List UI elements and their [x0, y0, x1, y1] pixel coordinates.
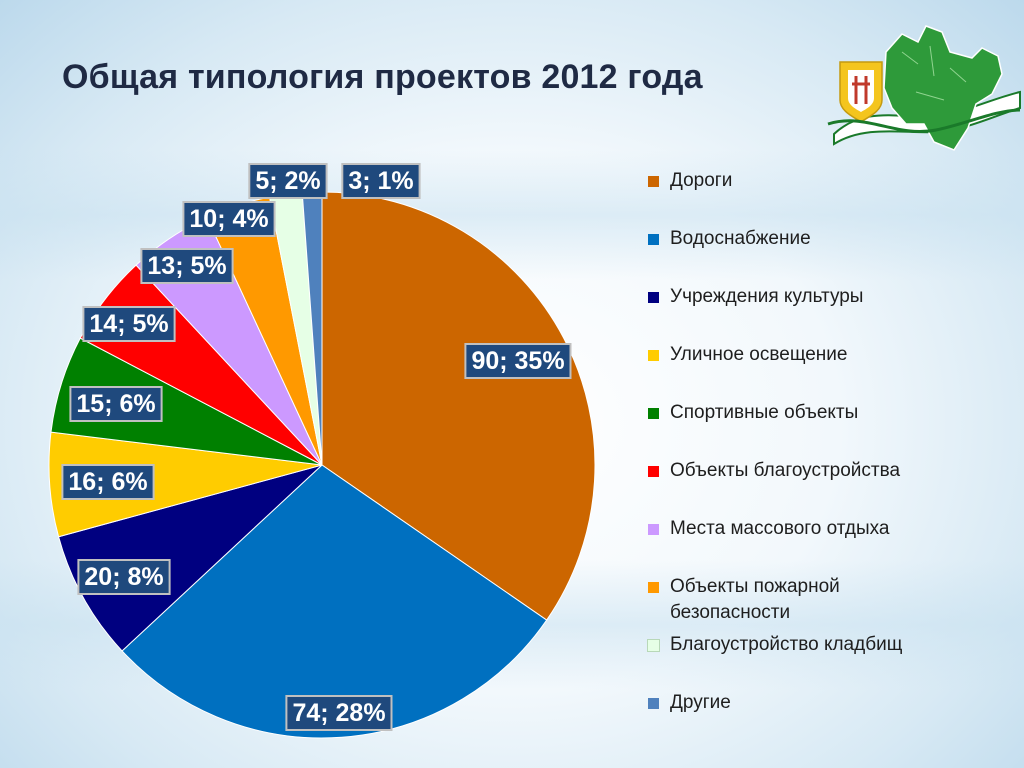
legend-label: Места массового отдыха [670, 518, 890, 539]
legend-swatch [648, 176, 659, 187]
pie-data-labels: 90; 35% 74; 28% 20; 8% 16; 6% 15; 6% 14; 5% 13… [61, 163, 572, 731]
data-label-box [341, 163, 421, 199]
kirov-region-emblem [827, 25, 1021, 151]
pie-slice-water-supply [121, 464, 548, 739]
data-label-cemeteries: 5; 2% [248, 163, 328, 199]
legend-item-fire-safety: Объекты пожарной безопасности [648, 574, 888, 626]
data-label-water-supply: 74; 28% [285, 695, 393, 731]
data-label-box [285, 695, 393, 731]
legend-item-recreation: Места массового отдыха [648, 516, 978, 542]
legend-item-water-supply: Водоснабжение [648, 226, 978, 252]
legend-label: Другие [670, 692, 731, 713]
data-label-text: 16; 6% [68, 468, 147, 496]
data-label-box [61, 464, 155, 500]
legend-swatch [648, 582, 659, 593]
legend-item-roads: Дороги [648, 168, 978, 194]
data-label-box [69, 386, 163, 422]
legend-swatch [647, 639, 660, 652]
data-label-fire-safety: 10; 4% [182, 201, 276, 237]
data-label-improvement: 14; 5% [82, 306, 176, 342]
data-label-text: 90; 35% [471, 347, 564, 375]
pie-slices [48, 191, 596, 739]
data-label-text: 74; 28% [292, 699, 385, 727]
legend-label: Спортивные объекты [670, 402, 859, 423]
legend-swatch [648, 292, 659, 303]
legend-label: Водоснабжение [670, 228, 811, 249]
pie-slice-culture [57, 464, 323, 652]
legend-item-sports: Спортивные объекты [648, 400, 978, 426]
data-label-box [82, 306, 176, 342]
data-label-other: 3; 1% [341, 163, 421, 199]
legend-swatch [648, 524, 659, 535]
data-label-text: 10; 4% [189, 205, 268, 233]
data-label-box [182, 201, 276, 237]
legend-item-improvement: Объекты благоустройства [648, 458, 978, 484]
legend-label: Объекты благоустройства [670, 460, 901, 481]
data-label-sports: 15; 6% [69, 386, 163, 422]
legend-item-street-lighting: Уличное освещение [648, 342, 978, 368]
legend-swatch [648, 350, 659, 361]
data-label-text: 15; 6% [76, 390, 155, 418]
data-label-text: 20; 8% [84, 563, 163, 591]
data-label-box [77, 559, 171, 595]
legend-label: Уличное освещение [670, 344, 848, 365]
data-label-box [248, 163, 328, 199]
legend-swatch [648, 466, 659, 477]
legend-item-culture: Учреждения культуры [648, 284, 978, 310]
data-label-text: 3; 1% [348, 167, 413, 195]
legend-label: Дороги [670, 170, 733, 191]
pie-slice-roads [321, 191, 596, 621]
legend-label: Объекты пожарной безопасности [670, 576, 840, 623]
legend-item-other: Другие [648, 690, 978, 716]
legend-label: Благоустройство кладбищ [670, 634, 903, 655]
legend-item-cemeteries: Благоустройство кладбищ [647, 632, 978, 658]
legend-swatch [648, 408, 659, 419]
data-label-box [464, 343, 572, 379]
data-label-culture: 20; 8% [77, 559, 171, 595]
data-label-roads: 90; 35% [464, 343, 572, 379]
data-label-street-lighting: 16; 6% [61, 464, 155, 500]
legend-label: Учреждения культуры [670, 286, 864, 307]
data-label-box [140, 248, 234, 284]
data-label-recreation: 13; 5% [140, 248, 234, 284]
data-label-text: 14; 5% [89, 310, 168, 338]
legend-swatch [648, 698, 659, 709]
legend-swatch [648, 234, 659, 245]
data-label-text: 13; 5% [147, 252, 226, 280]
page-title: Общая типология проектов 2012 года [62, 58, 703, 96]
data-label-text: 5; 2% [255, 167, 320, 195]
